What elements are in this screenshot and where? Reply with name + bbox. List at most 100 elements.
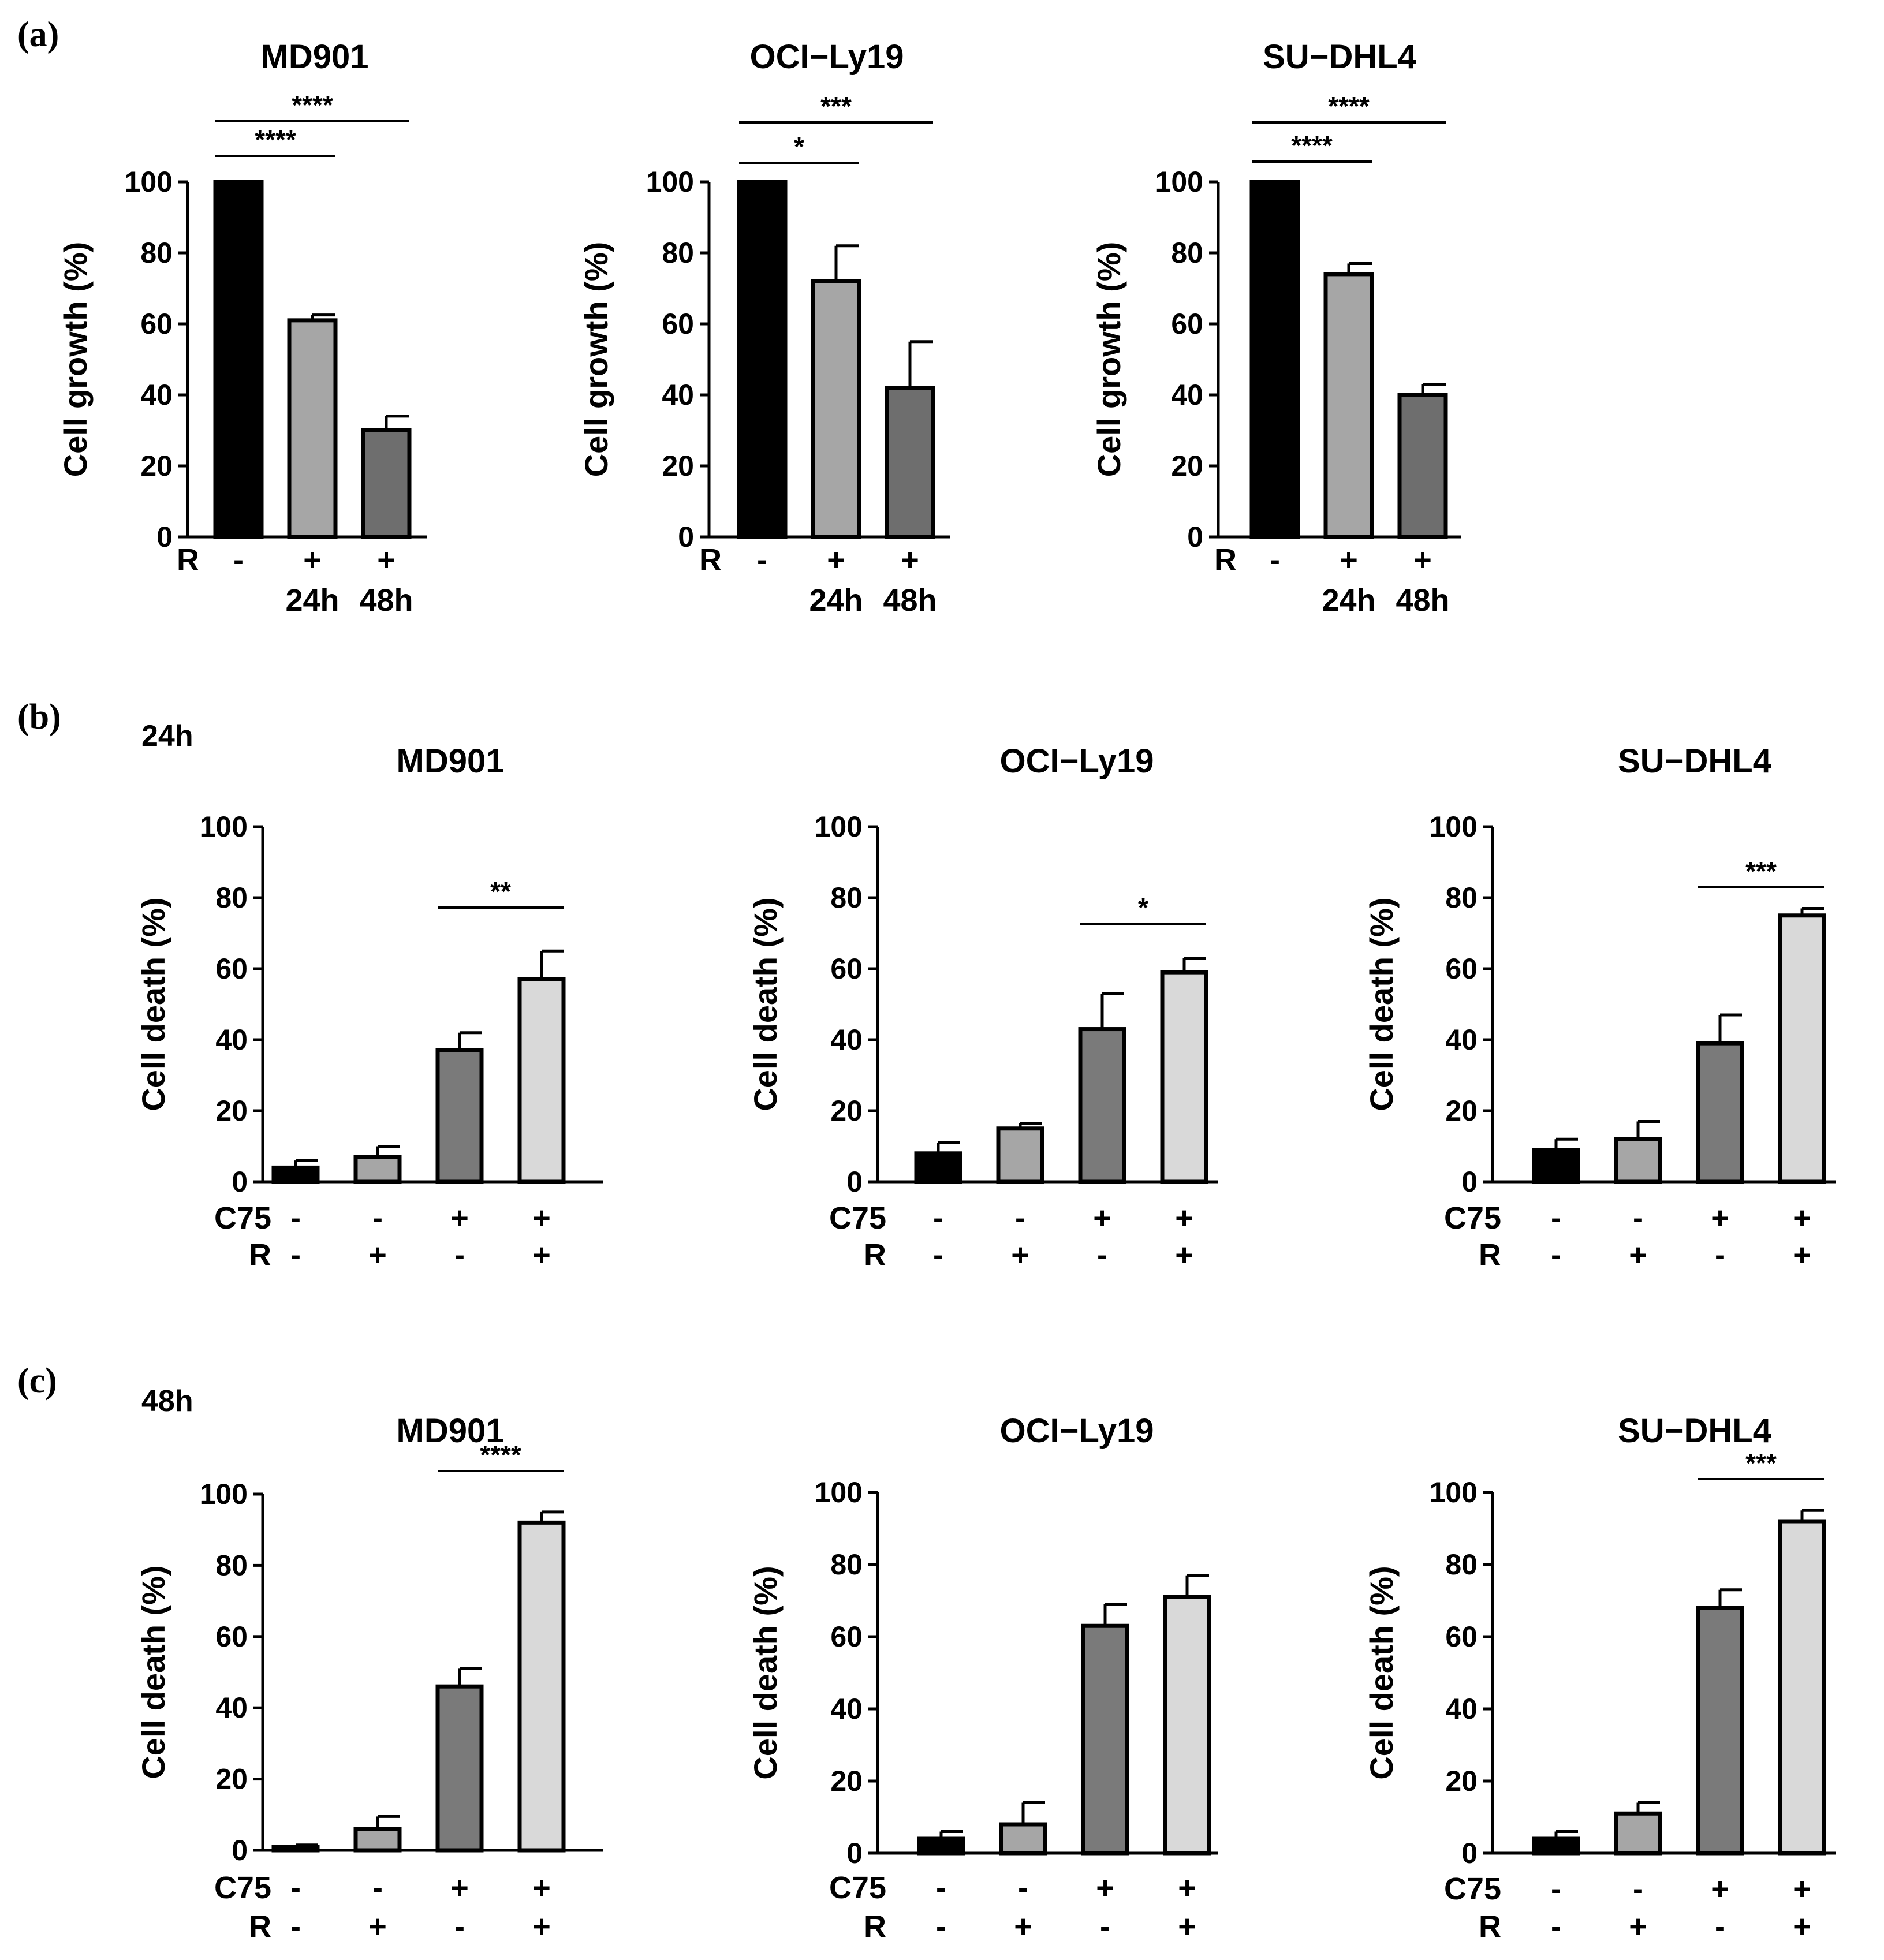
time-label: 48h <box>1396 583 1449 618</box>
significance-stars: **** <box>1291 130 1333 160</box>
y-tick-label: 0 <box>1187 521 1203 553</box>
condition-label: C75 <box>829 1201 886 1235</box>
condition-marker: - <box>936 1871 946 1905</box>
bar <box>1323 272 1374 539</box>
bar <box>917 1836 965 1856</box>
bar <box>999 1822 1047 1856</box>
chart-title: OCI−Ly19 <box>749 38 904 76</box>
significance-stars: **** <box>1328 91 1370 121</box>
condition-label: R <box>699 543 722 577</box>
chart-title: OCI−Ly19 <box>999 742 1154 780</box>
time-label: 48h <box>359 583 413 618</box>
condition-marker: - <box>290 1909 301 1944</box>
condition-marker: + <box>1014 1909 1032 1944</box>
y-tick-label: 20 <box>140 450 173 482</box>
y-tick-label: 0 <box>232 1834 248 1866</box>
y-axis-label: Cell growth (%) <box>57 242 94 477</box>
condition-marker: - <box>372 1201 383 1235</box>
condition-marker: + <box>532 1909 551 1944</box>
condition-marker: - <box>1633 1872 1643 1906</box>
significance-stars: * <box>1138 893 1148 923</box>
condition-marker: - <box>1100 1909 1110 1944</box>
y-axis-label: Cell death (%) <box>747 897 784 1111</box>
bar <box>353 1155 402 1184</box>
condition-marker: + <box>532 1238 551 1272</box>
y-tick-label: 0 <box>846 1166 863 1198</box>
y-tick-label: 40 <box>662 379 694 411</box>
chart-title: MD901 <box>261 38 369 76</box>
condition-marker: + <box>368 1238 387 1272</box>
bar <box>1778 1519 1826 1856</box>
condition-marker: + <box>368 1909 387 1944</box>
y-tick-label: 40 <box>215 1024 248 1056</box>
y-tick-label: 0 <box>1461 1166 1478 1198</box>
significance-stars: ** <box>490 876 511 906</box>
y-tick-label: 100 <box>815 1476 863 1509</box>
condition-label: C75 <box>1444 1872 1501 1906</box>
y-tick-label: 20 <box>1445 1095 1478 1127</box>
condition-marker: + <box>1629 1909 1647 1944</box>
condition-marker: - <box>290 1871 301 1905</box>
bar <box>435 1048 484 1184</box>
condition-marker: - <box>757 543 767 577</box>
y-tick-label: 100 <box>125 166 173 198</box>
condition-marker: + <box>901 543 919 577</box>
y-tick-label: 80 <box>1445 882 1478 914</box>
bar <box>517 977 566 1184</box>
time-label: 24h <box>809 583 863 618</box>
y-tick-label: 20 <box>215 1763 248 1795</box>
bar <box>271 1165 320 1184</box>
condition-marker: - <box>1551 1238 1561 1272</box>
bar <box>435 1684 484 1853</box>
bar <box>361 428 412 539</box>
y-tick-label: 80 <box>1171 237 1203 269</box>
condition-marker: - <box>1715 1238 1725 1272</box>
y-tick-label: 40 <box>1171 379 1203 411</box>
condition-marker: + <box>1096 1871 1114 1905</box>
bar <box>1696 1606 1744 1856</box>
y-tick-label: 100 <box>1155 166 1203 198</box>
condition-marker: + <box>1629 1238 1647 1272</box>
bar <box>737 180 788 539</box>
bar <box>1614 1811 1662 1856</box>
condition-marker: - <box>1270 543 1280 577</box>
condition-label: R <box>1479 1238 1501 1272</box>
y-tick-label: 20 <box>215 1095 248 1127</box>
bar <box>1078 1027 1126 1184</box>
y-tick-label: 100 <box>815 811 863 843</box>
y-tick-label: 100 <box>1430 1476 1478 1509</box>
y-tick-label: 40 <box>140 379 173 411</box>
chart-a-ocily19: OCI−Ly19 Cell growth (%) 0 20 40 60 80 100 R - + +2… <box>578 38 950 618</box>
y-tick-label: 80 <box>215 1549 248 1581</box>
condition-marker: + <box>450 1871 469 1905</box>
significance-stars: **** <box>255 125 296 155</box>
condition-marker: - <box>233 543 244 577</box>
significance-stars: *** <box>1745 856 1777 886</box>
condition-marker: - <box>936 1909 946 1944</box>
condition-marker: - <box>933 1201 943 1235</box>
condition-marker: - <box>1551 1909 1561 1944</box>
condition-label: R <box>1479 1909 1501 1944</box>
condition-marker: - <box>290 1238 301 1272</box>
y-axis-label: Cell growth (%) <box>578 242 614 477</box>
condition-marker: + <box>1175 1238 1193 1272</box>
chart-title: MD901 <box>397 1412 505 1450</box>
condition-marker: + <box>1011 1238 1029 1272</box>
condition-marker: - <box>290 1201 301 1235</box>
condition-marker: - <box>1015 1201 1025 1235</box>
y-tick-label: 100 <box>646 166 694 198</box>
y-tick-label: 60 <box>830 953 863 985</box>
chart-title: SU−DHL4 <box>1618 1412 1771 1450</box>
bar <box>213 180 264 539</box>
y-tick-label: 60 <box>140 308 173 340</box>
y-tick-label: 20 <box>1445 1765 1478 1797</box>
y-tick-label: 60 <box>1171 308 1203 340</box>
condition-marker: - <box>933 1238 943 1272</box>
y-tick-label: 60 <box>1445 1621 1478 1653</box>
condition-label: C75 <box>1444 1201 1501 1235</box>
significance-stars: **** <box>480 1440 521 1470</box>
